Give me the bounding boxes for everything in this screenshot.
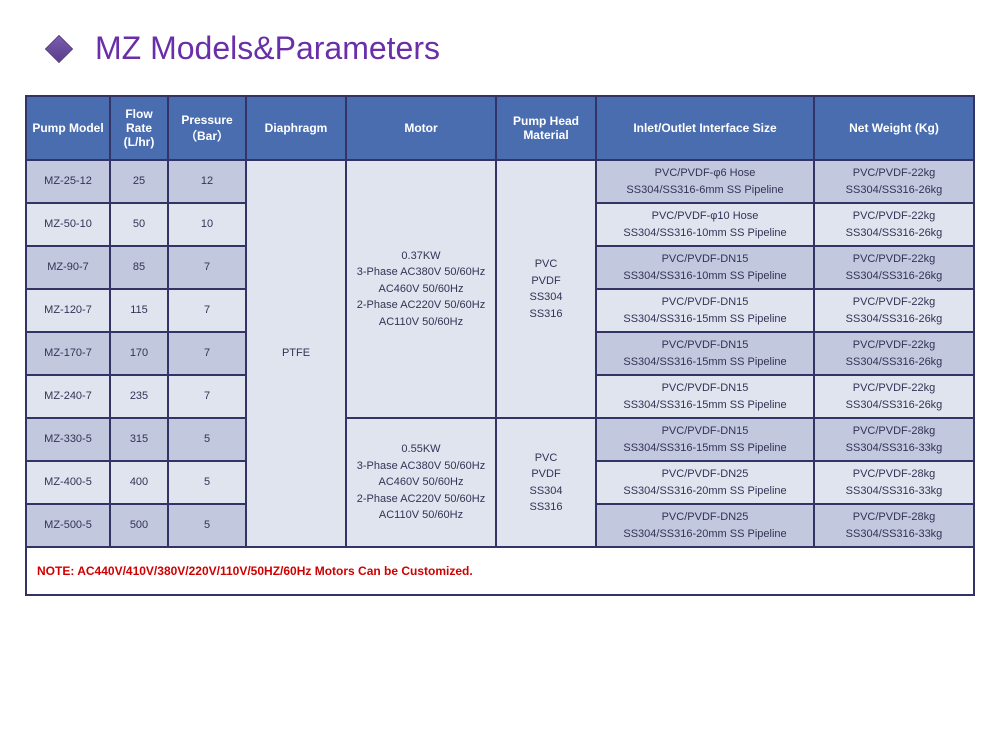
cell-pressure: 5 xyxy=(168,504,246,547)
page-header: MZ Models&Parameters xyxy=(49,30,975,67)
cell-pressure: 7 xyxy=(168,375,246,418)
th-motor: Motor xyxy=(346,96,496,160)
cell-io: PVC/PVDF-DN15SS304/SS316-15mm SS Pipelin… xyxy=(596,375,814,418)
cell-model: MZ-240-7 xyxy=(26,375,110,418)
cell-head-2: PVCPVDFSS304SS316 xyxy=(496,418,596,547)
cell-model: MZ-90-7 xyxy=(26,246,110,289)
table-row: MZ-330-531550.55KW3-Phase AC380V 50/60Hz… xyxy=(26,418,974,461)
cell-model: MZ-25-12 xyxy=(26,160,110,203)
cell-flow: 170 xyxy=(110,332,168,375)
cell-pressure: 7 xyxy=(168,332,246,375)
cell-weight: PVC/PVDF-22kgSS304/SS316-26kg xyxy=(814,375,974,418)
th-pump-model: Pump Model xyxy=(26,96,110,160)
cell-weight: PVC/PVDF-28kgSS304/SS316-33kg xyxy=(814,418,974,461)
cell-model: MZ-50-10 xyxy=(26,203,110,246)
cell-flow: 235 xyxy=(110,375,168,418)
th-io-size: Inlet/Outlet Interface Size xyxy=(596,96,814,160)
cell-io: PVC/PVDF-DN15SS304/SS316-15mm SS Pipelin… xyxy=(596,289,814,332)
th-diaphragm: Diaphragm xyxy=(246,96,346,160)
cell-flow: 400 xyxy=(110,461,168,504)
cell-head-1: PVCPVDFSS304SS316 xyxy=(496,160,596,418)
cell-io: PVC/PVDF-DN25SS304/SS316-20mm SS Pipelin… xyxy=(596,504,814,547)
cell-pressure: 7 xyxy=(168,246,246,289)
cell-weight: PVC/PVDF-22kgSS304/SS316-26kg xyxy=(814,160,974,203)
cell-weight: PVC/PVDF-28kgSS304/SS316-33kg xyxy=(814,504,974,547)
cell-model: MZ-400-5 xyxy=(26,461,110,504)
page-title: MZ Models&Parameters xyxy=(95,30,440,67)
cell-flow: 315 xyxy=(110,418,168,461)
cell-model: MZ-330-5 xyxy=(26,418,110,461)
cell-motor-1: 0.37KW3-Phase AC380V 50/60Hz AC460V 50/6… xyxy=(346,160,496,418)
cell-pressure: 10 xyxy=(168,203,246,246)
note-row: NOTE: AC440V/410V/380V/220V/110V/50HZ/60… xyxy=(26,547,974,595)
table-row: MZ-25-122512PTFE0.37KW3-Phase AC380V 50/… xyxy=(26,160,974,203)
cell-model: MZ-170-7 xyxy=(26,332,110,375)
cell-io: PVC/PVDF-φ6 HoseSS304/SS316-6mm SS Pipel… xyxy=(596,160,814,203)
cell-io: PVC/PVDF-DN15SS304/SS316-15mm SS Pipelin… xyxy=(596,418,814,461)
cell-io: PVC/PVDF-DN15SS304/SS316-15mm SS Pipelin… xyxy=(596,332,814,375)
table-header-row: Pump Model Flow Rate (L/hr) Pressure（Bar… xyxy=(26,96,974,160)
note-text: NOTE: AC440V/410V/380V/220V/110V/50HZ/60… xyxy=(26,547,974,595)
cell-weight: PVC/PVDF-22kgSS304/SS316-26kg xyxy=(814,203,974,246)
th-net-weight: Net Weight (Kg) xyxy=(814,96,974,160)
cell-io: PVC/PVDF-φ10 HoseSS304/SS316-10mm SS Pip… xyxy=(596,203,814,246)
cell-flow: 25 xyxy=(110,160,168,203)
th-pressure: Pressure（Bar） xyxy=(168,96,246,160)
cell-io: PVC/PVDF-DN15SS304/SS316-10mm SS Pipelin… xyxy=(596,246,814,289)
diamond-bullet-icon xyxy=(45,34,73,62)
cell-weight: PVC/PVDF-28kgSS304/SS316-33kg xyxy=(814,461,974,504)
cell-flow: 50 xyxy=(110,203,168,246)
cell-weight: PVC/PVDF-22kgSS304/SS316-26kg xyxy=(814,332,974,375)
spec-table: Pump Model Flow Rate (L/hr) Pressure（Bar… xyxy=(25,95,975,596)
th-flow-rate: Flow Rate (L/hr) xyxy=(110,96,168,160)
cell-flow: 115 xyxy=(110,289,168,332)
cell-pressure: 5 xyxy=(168,461,246,504)
cell-weight: PVC/PVDF-22kgSS304/SS316-26kg xyxy=(814,289,974,332)
th-head-material: Pump Head Material xyxy=(496,96,596,160)
cell-weight: PVC/PVDF-22kgSS304/SS316-26kg xyxy=(814,246,974,289)
cell-flow: 85 xyxy=(110,246,168,289)
cell-model: MZ-120-7 xyxy=(26,289,110,332)
cell-pressure: 7 xyxy=(168,289,246,332)
cell-pressure: 5 xyxy=(168,418,246,461)
cell-pressure: 12 xyxy=(168,160,246,203)
cell-motor-2: 0.55KW3-Phase AC380V 50/60Hz AC460V 50/6… xyxy=(346,418,496,547)
cell-flow: 500 xyxy=(110,504,168,547)
cell-model: MZ-500-5 xyxy=(26,504,110,547)
cell-diaphragm: PTFE xyxy=(246,160,346,547)
cell-io: PVC/PVDF-DN25SS304/SS316-20mm SS Pipelin… xyxy=(596,461,814,504)
